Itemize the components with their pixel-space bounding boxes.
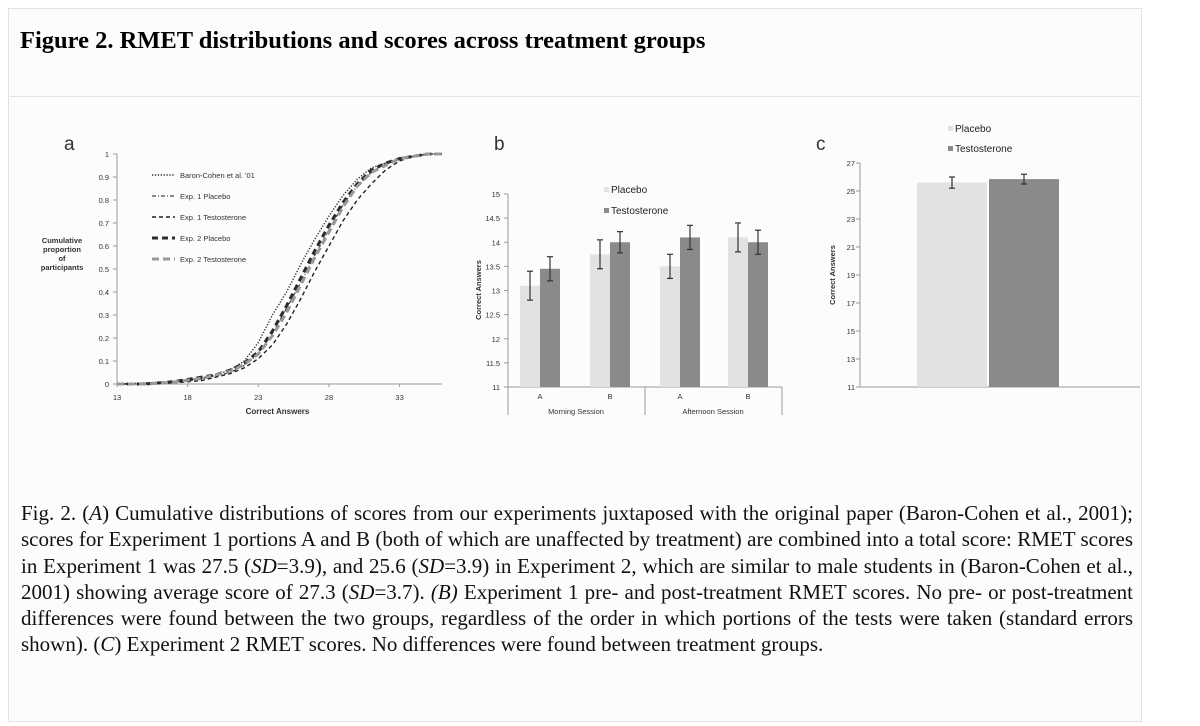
divider <box>10 96 1140 97</box>
series-line <box>117 152 442 386</box>
legend-swatch <box>604 208 609 213</box>
caption-italic: SD <box>418 553 445 578</box>
y-tick-label: 12.5 <box>485 311 500 320</box>
figure-title: Figure 2. RMET distributions and scores … <box>20 27 706 54</box>
bar <box>660 266 680 387</box>
y-tick-label: 0.6 <box>99 242 109 251</box>
bar <box>917 182 987 387</box>
y-axis-title-line: proportion <box>43 245 81 254</box>
caption-text: ) Cumulative distributions of scores fro… <box>21 501 1133 578</box>
bar <box>680 237 700 387</box>
legend-label: Placebo <box>955 124 992 135</box>
series-line <box>117 153 442 385</box>
x-tick-label: 23 <box>254 393 262 402</box>
caption-text: =3.9), and 25.6 ( <box>276 553 419 578</box>
figure-panels: a b c 0 0.1 0.2 0.3 0.4 0.5 0.6 0.7 0.8 0.9 1 13 18 2… <box>41 124 1140 416</box>
y-tick-label: 25 <box>847 187 855 196</box>
y-tick-label: 15 <box>847 327 855 336</box>
y-tick-label: 0.1 <box>99 357 109 366</box>
legend-label: Exp. 2 Placebo <box>180 234 230 243</box>
bar <box>520 285 540 387</box>
bar <box>610 242 630 387</box>
panel-b-chart: 11 11.5 12 12.5 13 13.5 14 14.5 15 Correct Answer… <box>474 185 783 416</box>
legend-label: Testosterone <box>955 144 1013 155</box>
series-line <box>117 153 442 385</box>
caption-text: Fig. 2. ( <box>21 501 90 525</box>
y-tick-label: 21 <box>847 243 855 252</box>
y-tick-label: 23 <box>847 215 855 224</box>
bar <box>728 237 748 387</box>
y-axis-title: Correct Answers <box>828 245 837 305</box>
panel-c-chart: 11 13 15 17 19 21 23 25 27 Correct Answers Placebo… <box>828 124 1140 392</box>
panel-a-label: a <box>64 134 75 155</box>
y-tick-label: 17 <box>847 299 855 308</box>
bar <box>748 242 768 387</box>
y-axis-title-line: participants <box>41 263 84 272</box>
bar <box>590 254 610 387</box>
y-tick-label: 0 <box>105 380 109 389</box>
legend-label: Placebo <box>611 185 648 196</box>
x-axis-title: Correct Answers <box>246 407 310 416</box>
legend-label: Exp. 1 Testosterone <box>180 213 246 222</box>
legend-label: Testosterone <box>611 206 669 217</box>
caption-italic: SD <box>348 579 375 604</box>
caption-text: =3.9) in Experiment 2, which are similar… <box>21 553 1134 604</box>
y-tick-label: 0.2 <box>99 334 109 343</box>
caption-italic: A <box>89 501 103 525</box>
y-tick-label: 13 <box>492 287 500 296</box>
panel-b-label: b <box>494 134 505 155</box>
caption-text: =3.7). <box>374 579 431 604</box>
y-axis-title-line: Cumulative <box>42 236 82 245</box>
y-tick-label: 0.7 <box>99 219 109 228</box>
bar <box>989 179 1059 387</box>
x-tick-label: A <box>537 392 542 401</box>
y-tick-label: 0.8 <box>99 196 109 205</box>
panel-a-chart: 0 0.1 0.2 0.3 0.4 0.5 0.6 0.7 0.8 0.9 1 13 18 23 28 33 C… <box>41 150 442 416</box>
y-axis-title: Correct Answers <box>474 260 483 320</box>
y-tick-label: 0.3 <box>99 311 109 320</box>
legend-swatch <box>948 126 953 131</box>
y-tick-label: 11.5 <box>486 359 500 368</box>
bar <box>540 268 560 387</box>
x-tick-label: 13 <box>113 393 121 402</box>
x-tick-label: A <box>677 392 682 401</box>
y-tick-label: 11 <box>847 383 855 392</box>
caption-italic: (B) <box>430 579 458 604</box>
caption-italic: SD <box>251 553 277 578</box>
caption-italic: C <box>100 632 115 657</box>
y-axis-title-line: of <box>58 254 66 263</box>
legend-label: Exp. 2 Testosterone <box>180 255 246 264</box>
x-tick-label: B <box>607 392 612 401</box>
group-label: Afternoon Session <box>682 407 743 416</box>
x-tick-label: 18 <box>183 393 191 402</box>
legend-swatch <box>604 187 609 192</box>
y-tick-label: 14 <box>492 238 500 247</box>
figure-caption: Fig. 2. (A) Cumulative distributions of … <box>21 500 1133 658</box>
legend-label: Baron-Cohen et al. '01 <box>180 171 255 180</box>
legend-label: Exp. 1 Placebo <box>180 192 230 201</box>
legend-swatch <box>948 146 953 151</box>
series-line <box>116 153 442 385</box>
y-tick-label: 11 <box>492 383 500 392</box>
x-tick-label: B <box>745 392 750 401</box>
y-tick-label: 27 <box>847 159 855 168</box>
y-tick-label: 13 <box>847 355 855 364</box>
caption-text: Experiment 1 pre- and post-treatment RME… <box>21 579 1133 657</box>
y-tick-label: 19 <box>847 271 855 280</box>
y-tick-label: 15 <box>492 190 500 199</box>
y-axis-title: Cumulative proportion of participants <box>41 236 84 272</box>
y-tick-label: 12 <box>492 335 500 344</box>
x-tick-label: 28 <box>325 393 333 402</box>
y-tick-label: 14.5 <box>485 214 500 223</box>
y-tick-label: 0.5 <box>99 265 109 274</box>
series-line <box>117 152 442 386</box>
y-tick-label: 13.5 <box>485 262 500 271</box>
y-tick-label: 0.9 <box>99 173 109 182</box>
panel-c-label: c <box>816 134 826 155</box>
x-tick-label: 33 <box>395 393 403 402</box>
group-label: Morning Session <box>548 407 604 416</box>
y-tick-label: 0.4 <box>99 288 109 297</box>
y-tick-label: 1 <box>105 150 109 159</box>
caption-text: ) Experiment 2 RMET scores. No differenc… <box>114 632 824 657</box>
